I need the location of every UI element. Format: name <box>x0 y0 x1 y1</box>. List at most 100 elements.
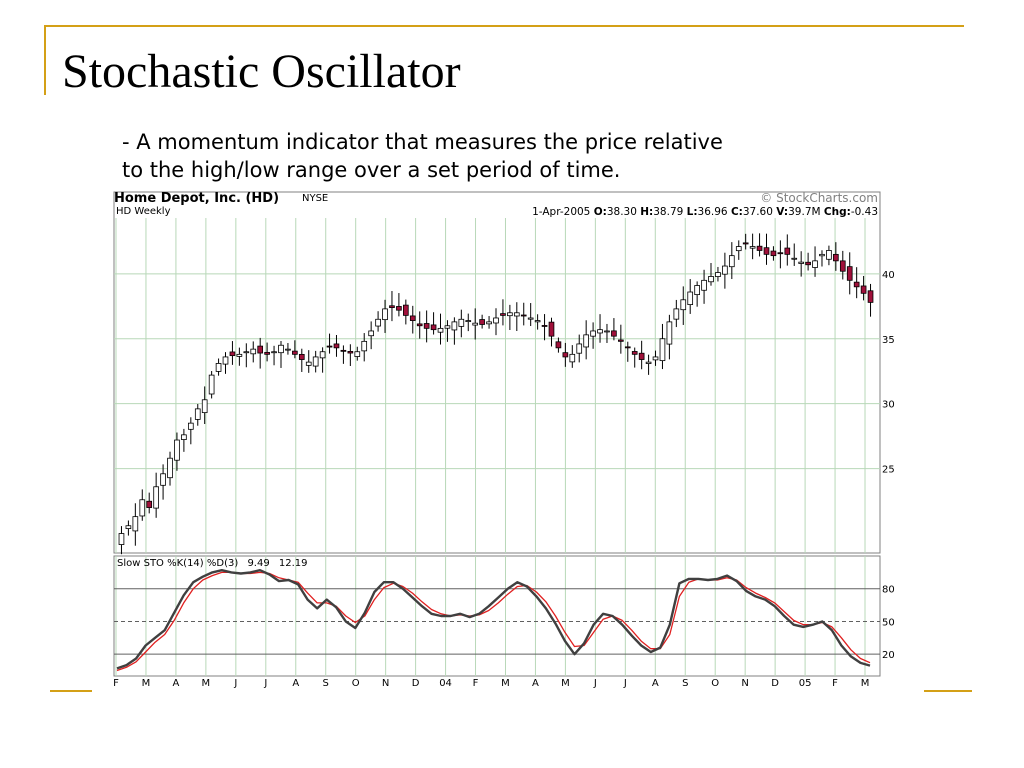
candle-body <box>867 290 874 303</box>
candle-body <box>229 351 236 357</box>
sto-level-label: 50 <box>882 617 895 628</box>
candle-body <box>264 351 270 355</box>
quote-change: -0.43 <box>851 206 878 218</box>
candle-body <box>548 321 555 337</box>
candle-body <box>389 305 395 308</box>
candle-body <box>541 325 548 327</box>
candle-body <box>534 320 541 323</box>
candle-body <box>208 374 215 395</box>
accent-line-bottom-left <box>50 690 92 692</box>
candle-body <box>659 338 666 362</box>
candle-body <box>576 343 583 354</box>
quote-close: 37.60 <box>743 206 773 218</box>
x-tick-label: F <box>832 678 838 689</box>
candle-body <box>812 260 818 268</box>
quote-low: 36.96 <box>698 206 728 218</box>
candle-body <box>465 320 472 322</box>
candle-body <box>479 319 485 325</box>
candle-body <box>507 312 513 317</box>
candle-body <box>382 308 388 321</box>
exchange-label: NYSE <box>302 193 328 204</box>
candle-body <box>798 261 805 264</box>
x-tick-label: F <box>473 678 479 689</box>
sto-k-line <box>116 569 871 670</box>
candle-body <box>833 253 839 262</box>
candle-body <box>215 363 222 372</box>
candle-body <box>458 318 465 327</box>
bullet-line-1: - A momentum indicator that measures the… <box>122 130 723 154</box>
candle-body <box>319 351 326 359</box>
candle-body <box>728 255 735 268</box>
candle-body <box>139 499 146 517</box>
x-tick-label: D <box>412 678 420 689</box>
candle-body <box>361 340 368 352</box>
candle-body <box>513 312 520 317</box>
candle-body <box>749 246 756 249</box>
candle-body <box>770 250 777 257</box>
candle-body <box>187 422 194 430</box>
x-tick-label: 04 <box>439 678 452 689</box>
bullet-line-2: to the high/low range over a set period … <box>122 158 621 182</box>
x-tick-label: A <box>652 678 659 689</box>
sto-level-label: 80 <box>882 585 895 596</box>
candle-body <box>347 350 354 354</box>
candle-body <box>694 285 700 296</box>
price-tick-label: 30 <box>882 400 895 411</box>
bullet-text: - A momentum indicator that measures the… <box>122 128 882 184</box>
watermark: © StockCharts.com <box>760 191 878 205</box>
x-tick-label: J <box>263 678 267 689</box>
x-tick-label: M <box>501 678 510 689</box>
candle-body <box>860 285 867 294</box>
candle-body <box>555 341 562 349</box>
candle-body <box>562 352 569 358</box>
candle-body <box>451 321 458 331</box>
candle-body <box>846 266 853 281</box>
candle-body <box>444 325 451 329</box>
quote-h-key: H: <box>640 206 653 218</box>
accent-line-top <box>44 25 964 27</box>
candle-body <box>839 260 846 272</box>
quote-line: 1-Apr-2005 O:38.30 H:38.79 L:36.96 C:37.… <box>532 206 878 218</box>
candle-body <box>853 281 860 288</box>
x-tick-label: D <box>771 678 779 689</box>
x-tick-label: O <box>711 678 719 689</box>
candle-body <box>666 321 673 345</box>
candle-body <box>583 334 589 348</box>
quote-v-key: V: <box>776 206 788 218</box>
candle-body <box>500 313 506 316</box>
candle-body <box>423 323 430 329</box>
candle-body <box>722 265 728 275</box>
quote-open: 38.30 <box>607 206 637 218</box>
x-tick-label: O <box>352 678 360 689</box>
candle-body <box>278 344 284 354</box>
candle-body <box>805 261 811 266</box>
candle-body <box>285 348 291 351</box>
candle-body <box>826 250 832 260</box>
x-tick-label: M <box>561 678 570 689</box>
stochastic-panel-frame <box>113 555 881 677</box>
candle-body <box>375 318 381 327</box>
candle-body <box>305 361 312 366</box>
candle-body <box>243 351 250 354</box>
chart-title: Home Depot, Inc. (HD) <box>114 191 279 206</box>
candle-body <box>222 356 229 365</box>
candle-body <box>673 308 680 320</box>
candle-body <box>472 322 479 326</box>
price-panel-frame <box>113 191 881 554</box>
candle-body <box>819 253 825 257</box>
x-axis: F M A M J J A S O N D 04 F M A M J J A S O N D 05 F M <box>113 678 869 689</box>
quote-chg-key: Chg: <box>824 206 851 218</box>
candle-body <box>687 291 694 305</box>
quote-o-key: O: <box>594 206 607 218</box>
candle-body <box>257 345 264 354</box>
x-tick-label: J <box>593 678 597 689</box>
candle-body <box>292 350 298 355</box>
candle-body <box>194 408 201 420</box>
candle-body <box>298 353 305 360</box>
candle-body <box>409 315 416 321</box>
x-tick-label: F <box>113 678 119 689</box>
candle-body <box>597 329 603 334</box>
candle-body <box>486 321 492 325</box>
candle-body <box>569 353 576 363</box>
candle-body <box>312 356 319 367</box>
